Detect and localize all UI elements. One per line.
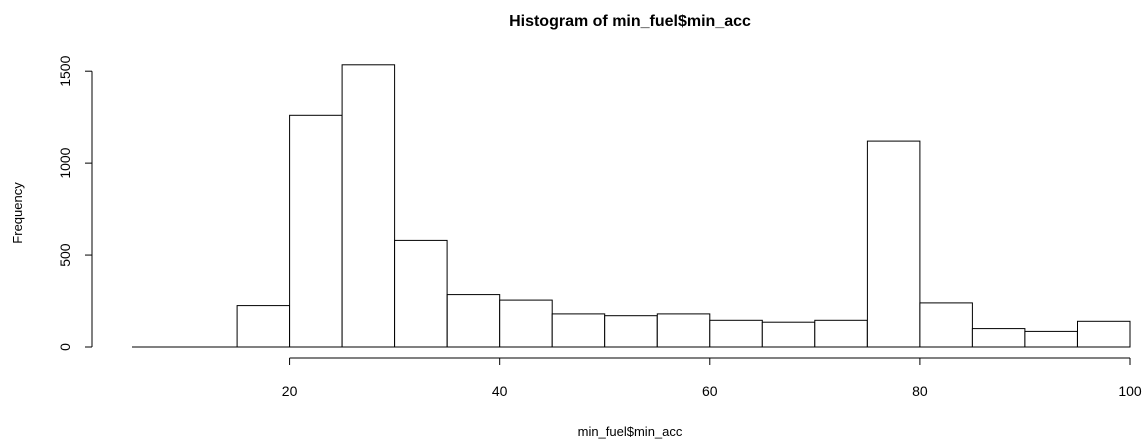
y-axis: 0 500 1000 1500 bbox=[57, 55, 93, 351]
histogram-bar-25-30 bbox=[341, 64, 396, 348]
x-tick-label: 80 bbox=[912, 383, 928, 399]
histogram-bar-35-40 bbox=[446, 294, 501, 348]
x-tick-label: 20 bbox=[282, 383, 298, 399]
x-tick-label: 100 bbox=[1118, 383, 1142, 399]
histogram-bar-70-75 bbox=[814, 319, 868, 348]
histogram-bar-45-50 bbox=[551, 313, 606, 348]
x-axis-label: min_fuel$min_acc bbox=[578, 424, 683, 439]
histogram-bar-75-80 bbox=[866, 140, 921, 348]
histogram-bar-60-65 bbox=[709, 319, 763, 348]
histogram-bar-55-60 bbox=[656, 313, 711, 348]
x-tick-label: 40 bbox=[492, 383, 508, 399]
histogram-bar-15-20 bbox=[236, 305, 291, 348]
histogram-bar-80-85 bbox=[919, 302, 973, 348]
y-tick-label: 500 bbox=[57, 243, 73, 267]
histogram-bar-95-100 bbox=[1077, 320, 1131, 348]
histogram-bar-85-90 bbox=[971, 328, 1026, 348]
histogram-bar-30-35 bbox=[394, 239, 448, 348]
histogram-bar-20-25 bbox=[289, 114, 343, 348]
y-axis-label: Frequency bbox=[10, 182, 25, 244]
y-tick-label: 1500 bbox=[57, 55, 73, 86]
y-tick-label: 0 bbox=[57, 343, 73, 351]
histogram-bar-65-70 bbox=[761, 321, 816, 348]
histogram-bar-90-95 bbox=[1024, 330, 1078, 348]
chart-title: Histogram of min_fuel$min_acc bbox=[509, 13, 751, 30]
x-tick-label: 60 bbox=[702, 383, 718, 399]
histogram-bar-50-55 bbox=[604, 315, 658, 348]
bars-group bbox=[236, 64, 1131, 348]
y-tick-label: 1000 bbox=[57, 147, 73, 178]
histogram-bar-40-45 bbox=[499, 299, 553, 348]
x-axis: 20 40 60 80 100 bbox=[282, 357, 1142, 399]
